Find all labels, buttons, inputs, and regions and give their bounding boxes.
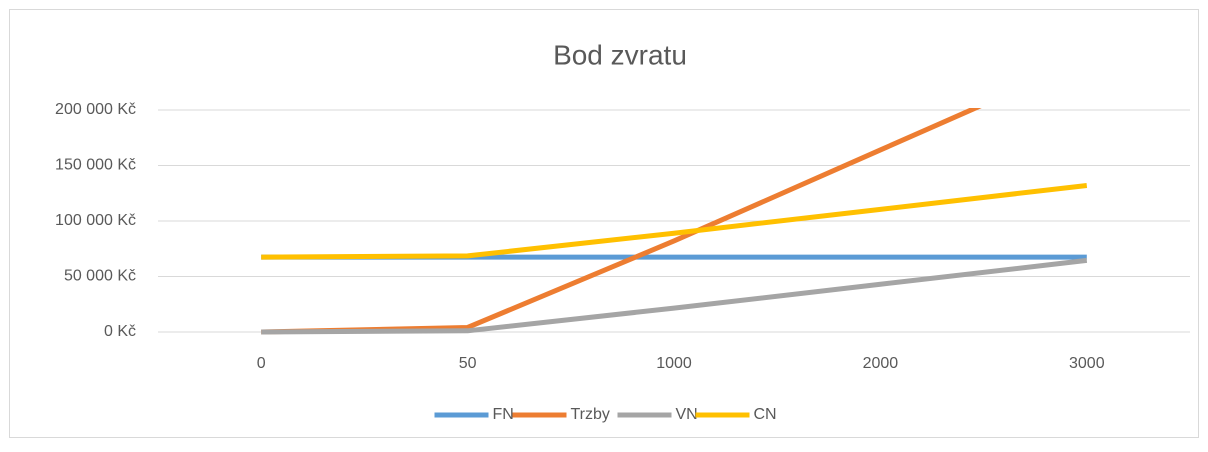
legend-label: Trzby [571, 406, 610, 423]
x-tick-label: 1000 [656, 355, 692, 372]
y-tick-label: 0 Kč [104, 323, 136, 340]
y-tick-label: 100 000 Kč [55, 212, 136, 229]
series-line [261, 257, 1088, 335]
chart-border [9, 9, 1199, 438]
y-tick-label: 200 000 Kč [55, 101, 136, 118]
x-tick-label: 0 [257, 355, 266, 372]
x-tick-label: 50 [459, 355, 477, 372]
series-line [261, 182, 1088, 260]
y-tick-label: 150 000 Kč [55, 157, 136, 174]
legend-label: VN [676, 406, 698, 423]
x-tick-label: 2000 [863, 355, 899, 372]
chart-title: Bod zvratu [553, 39, 687, 70]
legend-label: FN [493, 406, 514, 423]
plot-lines [261, 108, 1088, 335]
x-tick-label: 3000 [1069, 355, 1105, 372]
legend-label: CN [754, 406, 777, 423]
y-tick-label: 50 000 Kč [64, 268, 136, 285]
